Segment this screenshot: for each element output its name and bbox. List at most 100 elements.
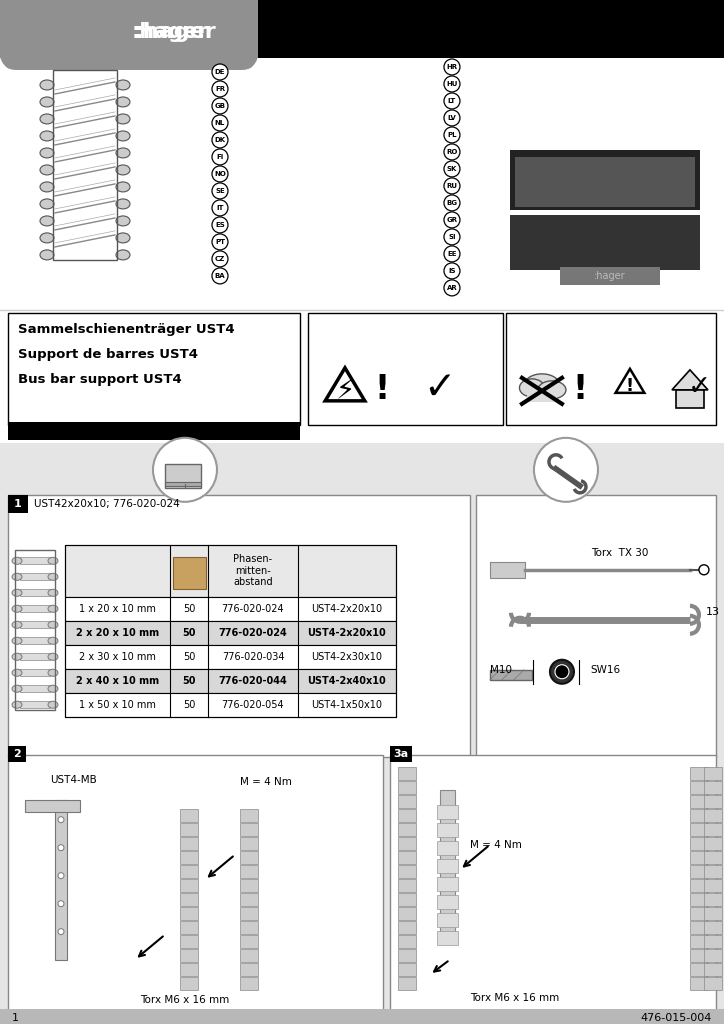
Text: 2 x 40 x 10 mm: 2 x 40 x 10 mm — [76, 676, 159, 686]
Bar — [490, 562, 525, 578]
Bar — [398, 864, 416, 878]
Ellipse shape — [40, 97, 54, 106]
Bar — [690, 906, 708, 920]
Ellipse shape — [48, 637, 58, 644]
Text: UST4-2x40x10: UST4-2x40x10 — [308, 676, 387, 686]
Ellipse shape — [48, 557, 58, 564]
Bar — [240, 963, 258, 976]
Ellipse shape — [12, 605, 22, 612]
Bar — [690, 809, 708, 821]
Text: 2 x 30 x 10 mm: 2 x 30 x 10 mm — [79, 651, 156, 662]
Circle shape — [444, 59, 460, 75]
Bar — [690, 780, 708, 794]
Ellipse shape — [40, 199, 54, 209]
Text: 50: 50 — [182, 676, 195, 686]
Text: 1 x 20 x 10 mm: 1 x 20 x 10 mm — [79, 604, 156, 613]
Bar — [20, 589, 50, 596]
Circle shape — [444, 246, 460, 262]
Bar — [527, 388, 557, 401]
Text: ✓: ✓ — [424, 369, 456, 407]
Text: NL: NL — [215, 120, 225, 126]
Circle shape — [212, 251, 228, 267]
Bar — [180, 822, 198, 836]
Bar — [180, 906, 198, 920]
Bar — [20, 685, 50, 692]
Bar — [240, 864, 258, 878]
Ellipse shape — [116, 182, 130, 191]
Ellipse shape — [40, 80, 54, 90]
Ellipse shape — [538, 381, 566, 399]
Circle shape — [444, 161, 460, 177]
Bar — [20, 700, 50, 708]
Bar — [308, 313, 503, 425]
Text: 2 x 20 x 10 mm: 2 x 20 x 10 mm — [76, 628, 159, 638]
Text: IT: IT — [216, 205, 224, 211]
Bar — [437, 841, 458, 855]
Bar — [398, 879, 416, 892]
Text: GR: GR — [447, 217, 458, 223]
Bar — [704, 963, 722, 976]
Ellipse shape — [48, 701, 58, 709]
Polygon shape — [325, 368, 365, 400]
Text: 50: 50 — [182, 604, 195, 613]
Text: !: ! — [374, 374, 390, 407]
Bar — [704, 921, 722, 934]
Bar — [676, 390, 704, 408]
Bar — [173, 557, 206, 589]
Bar — [690, 879, 708, 892]
Ellipse shape — [12, 622, 22, 629]
Ellipse shape — [116, 165, 130, 175]
Bar — [20, 572, 50, 580]
Ellipse shape — [48, 622, 58, 629]
Text: SI: SI — [448, 233, 455, 240]
Bar — [704, 977, 722, 989]
Bar — [398, 906, 416, 920]
Text: LV: LV — [447, 115, 456, 121]
Text: IS: IS — [448, 268, 455, 273]
Ellipse shape — [116, 147, 130, 158]
Ellipse shape — [12, 589, 22, 596]
Bar — [515, 157, 695, 207]
Bar — [240, 906, 258, 920]
Bar — [0, 0, 258, 58]
Ellipse shape — [40, 216, 54, 226]
Bar — [53, 70, 117, 260]
Text: CZ: CZ — [215, 256, 225, 262]
Bar — [690, 977, 708, 989]
Ellipse shape — [116, 80, 130, 90]
Ellipse shape — [116, 97, 130, 106]
Text: RU: RU — [447, 183, 458, 189]
Bar — [180, 948, 198, 962]
Bar — [506, 313, 716, 425]
Ellipse shape — [12, 685, 22, 692]
Bar — [0, 1009, 724, 1024]
Text: RO: RO — [446, 148, 458, 155]
Bar — [0, 442, 724, 1010]
Bar — [490, 670, 532, 680]
Bar — [690, 864, 708, 878]
Text: NO: NO — [214, 171, 226, 177]
Circle shape — [444, 212, 460, 228]
Text: Torx M6 x 16 mm: Torx M6 x 16 mm — [140, 994, 230, 1005]
Bar — [437, 822, 458, 837]
Text: 776-020-044: 776-020-044 — [219, 676, 287, 686]
Text: Sammelschienenträger UST4: Sammelschienenträger UST4 — [18, 324, 235, 336]
Bar — [25, 800, 80, 812]
Text: 776-020-034: 776-020-034 — [222, 651, 285, 662]
Circle shape — [444, 76, 460, 92]
Bar — [165, 482, 201, 485]
Text: UST4-2x20x10: UST4-2x20x10 — [311, 604, 382, 613]
Bar — [65, 545, 396, 597]
Bar — [8, 422, 300, 440]
Bar — [437, 877, 458, 891]
Bar — [690, 767, 708, 779]
Circle shape — [212, 148, 228, 165]
FancyBboxPatch shape — [0, 0, 258, 68]
Bar — [704, 864, 722, 878]
Text: DK: DK — [214, 137, 226, 143]
Ellipse shape — [116, 199, 130, 209]
Ellipse shape — [48, 685, 58, 692]
Ellipse shape — [12, 670, 22, 676]
Text: Support de barres UST4: Support de barres UST4 — [18, 348, 198, 361]
Bar — [437, 805, 458, 819]
